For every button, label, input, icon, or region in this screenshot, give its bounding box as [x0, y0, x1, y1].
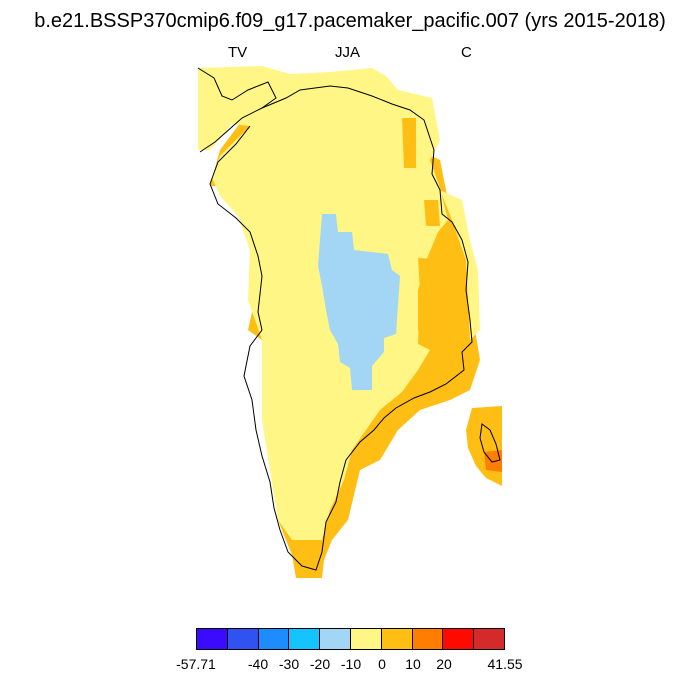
colorbar-swatch [258, 629, 290, 649]
colorbar [196, 628, 505, 650]
cold-interior-region [318, 214, 400, 390]
colorbar-tick-label: -20 [309, 656, 331, 672]
colorbar-tick-label: 0 [378, 656, 386, 672]
colorbar-swatch [197, 629, 228, 649]
near-zero-region-north [198, 68, 250, 140]
coastline-nw [197, 67, 277, 109]
colorbar-swatch [289, 629, 321, 649]
colorbar-swatch [227, 629, 259, 649]
colorbar-swatch [474, 629, 504, 649]
colorbar-swatch [443, 629, 475, 649]
se-island-hotspot [484, 450, 502, 472]
coastline [199, 85, 473, 571]
colorbar-tick-label: -30 [278, 656, 300, 672]
near-zero-region-east [440, 190, 480, 340]
colorbar-tick-label: -10 [340, 656, 362, 672]
plot-title: b.e21.BSSP370cmip6.f09_g17.pacemaker_pac… [34, 10, 666, 32]
near-zero-region [198, 66, 448, 540]
colorbar-tick-label: 20 [436, 656, 452, 672]
season-label: JJA [335, 44, 361, 61]
colorbar-tick-label: 41.55 [487, 656, 523, 672]
colorbar-swatch [320, 629, 351, 649]
colorbar-swatch [412, 629, 444, 649]
colorbar-swatch [350, 629, 382, 649]
units-label: C [461, 44, 472, 61]
colorbar-tick-label: -57.71 [176, 656, 216, 672]
variable-label: TV [228, 44, 248, 61]
colorbar-tick-label: 10 [405, 656, 421, 672]
coastline-island [479, 423, 501, 463]
warm-east-pocket [418, 258, 462, 350]
warm-e-pocket [424, 200, 440, 226]
warm-ne-pocket [402, 118, 416, 168]
colorbar-tick-label: -40 [247, 656, 269, 672]
colorbar-swatch [381, 629, 413, 649]
